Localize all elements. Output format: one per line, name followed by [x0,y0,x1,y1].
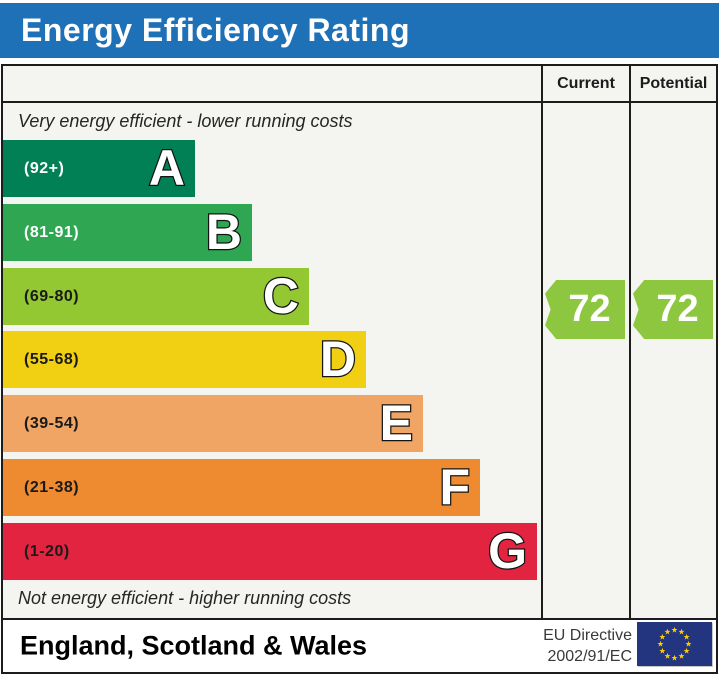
footer-divider [3,618,716,620]
band-letter: E [378,394,414,451]
potential-column-divider [629,66,631,618]
page-title: Energy Efficiency Rating [21,12,410,48]
band-range-label: (92+) [24,159,65,177]
current-rating-value: 72 [568,288,611,330]
eu-directive-line2: 2002/91/EC [547,648,632,665]
band-range-label: (39-54) [24,414,80,432]
band-D: (55-68) D [3,331,366,388]
band-letter: G [487,522,528,579]
band-range-label: (81-91) [24,223,80,241]
current-rating-arrow: 72 [545,280,625,339]
potential-rating-arrow: 72 [633,280,713,339]
band-B: (81-91) B [3,204,252,261]
bottom-caption: Not energy efficient - higher running co… [18,588,352,608]
band-range-label: (69-80) [24,287,80,305]
top-caption: Very energy efficient - lower running co… [18,111,353,131]
band-letter: B [205,203,244,260]
band-letter: F [438,458,471,515]
band-C: (69-80) C [3,268,309,325]
band-range-label: (1-20) [24,542,70,560]
rating-table: Current Potential Very energy efficient … [1,64,718,674]
eu-directive-line1: EU Directive [543,627,632,644]
footer: England, Scotland & Wales EU Directive 2… [3,620,716,672]
current-column-header: Current [557,75,615,92]
eu-directive-label: EU Directive 2002/91/EC [543,625,632,667]
eu-flag-icon [637,622,712,666]
potential-rating-value: 72 [656,288,699,330]
band-range-label: (55-68) [24,350,80,368]
region-label: England, Scotland & Wales [20,630,368,661]
band-A: (92+) A [3,140,195,197]
band-E: (39-54) E [3,395,423,452]
band-letter: A [148,139,187,196]
band-range-label: (21-38) [24,478,80,496]
current-column-divider [541,66,543,618]
band-letter: D [319,330,358,387]
table-header-divider [3,101,716,103]
band-F: (21-38) F [3,459,480,516]
title-bar: Energy Efficiency Rating [0,3,719,58]
band-G: (1-20) G [3,523,537,580]
band-letter: C [262,267,301,324]
potential-column-header: Potential [639,75,708,92]
